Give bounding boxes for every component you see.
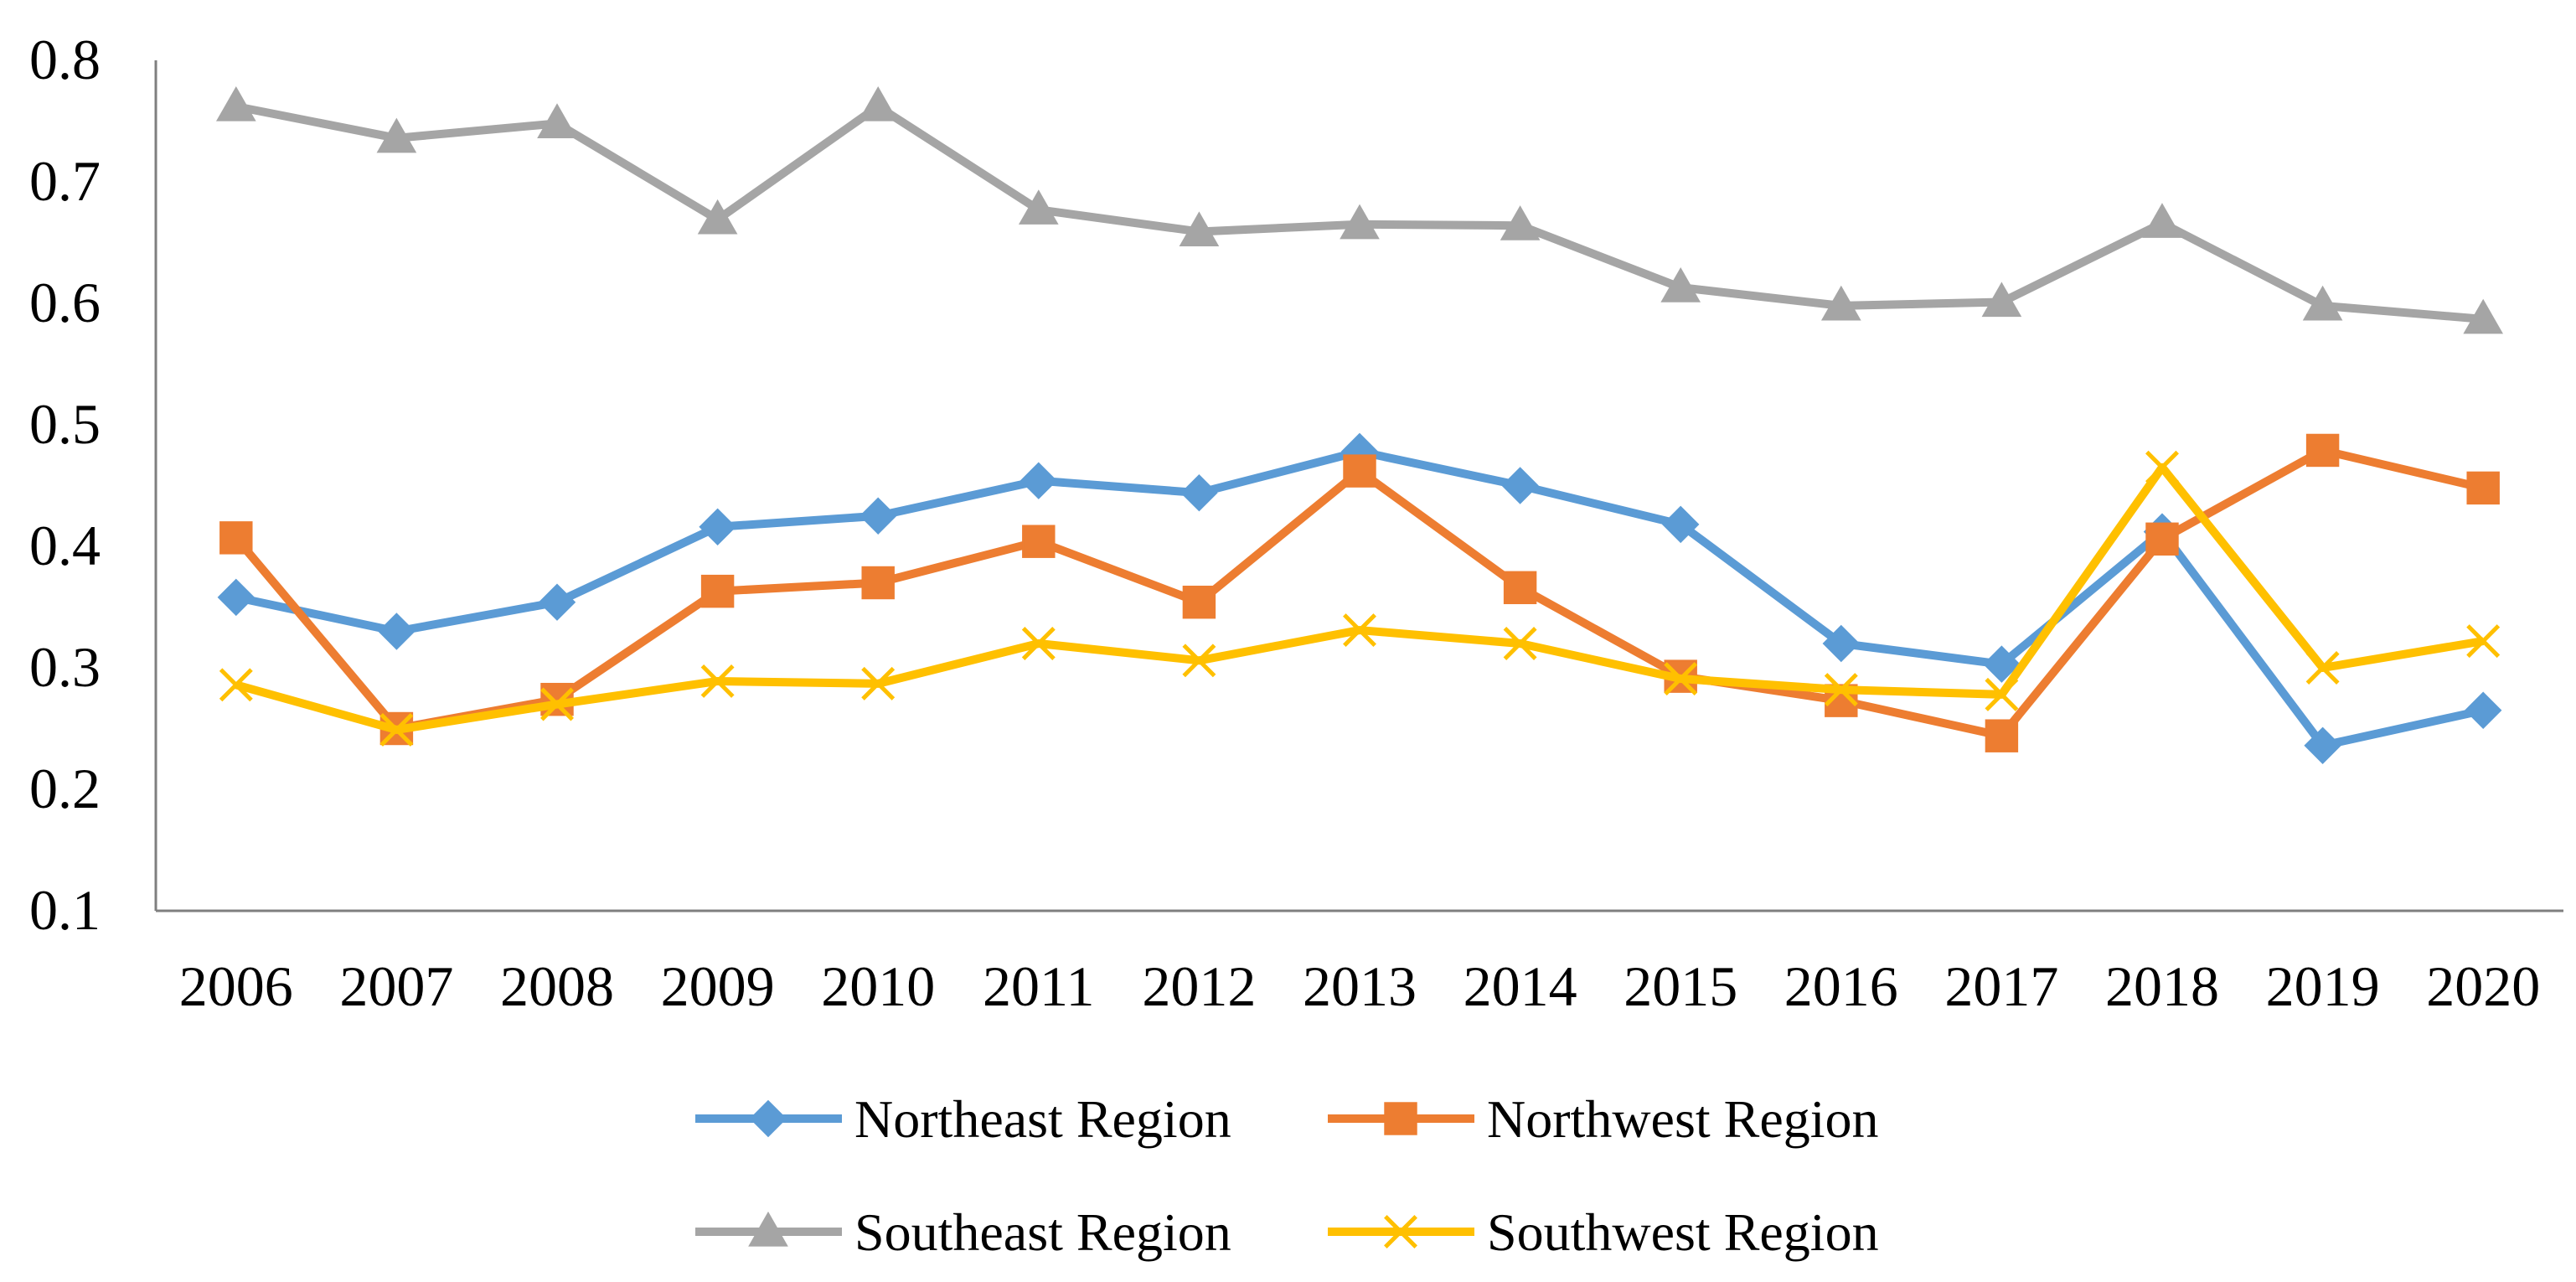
data-point — [540, 687, 574, 721]
y-tick-label: 0.3 — [29, 635, 101, 699]
legend-marker — [1384, 1215, 1417, 1248]
x-tick-label: 2011 — [983, 954, 1094, 1018]
data-point — [1661, 505, 1700, 544]
data-point — [1021, 627, 1056, 660]
series-southwest-region — [219, 450, 2501, 747]
data-point — [2145, 522, 2179, 556]
data-point — [537, 103, 577, 138]
data-point — [538, 583, 576, 621]
data-point — [215, 85, 256, 121]
data-point — [1503, 627, 1537, 660]
legend-marker — [1384, 1102, 1417, 1135]
legend-item: Southwest Region — [1328, 1202, 1879, 1262]
data-point — [217, 578, 256, 617]
data-point — [697, 199, 738, 235]
axes — [154, 60, 2563, 912]
x-tick-label: 2013 — [1303, 954, 1417, 1018]
data-point — [861, 666, 896, 700]
data-point — [1981, 282, 2022, 318]
legend-marker — [749, 1099, 787, 1138]
data-point — [861, 566, 895, 600]
x-tick-label: 2012 — [1142, 954, 1256, 1018]
data-point — [859, 497, 897, 535]
y-tick-label: 0.1 — [29, 878, 101, 942]
x-tick-label: 2019 — [2266, 954, 2380, 1018]
legend-label: Northeast Region — [854, 1089, 1231, 1149]
data-point — [1820, 285, 1861, 321]
data-point — [219, 668, 253, 702]
data-point — [1500, 205, 1541, 240]
data-point — [1182, 585, 1216, 619]
data-point — [1501, 467, 1539, 504]
data-point — [1660, 267, 1701, 302]
legend-label: Northwest Region — [1487, 1089, 1879, 1149]
data-point — [379, 712, 414, 747]
x-axis-ticks: 2006 2007 2008 2009 2010 2011 2012 2013 2014 2015… — [179, 954, 2540, 1018]
y-tick-label: 0.2 — [29, 757, 101, 820]
data-point — [2466, 471, 2500, 505]
legend-item: Southeast Region — [695, 1202, 1231, 1262]
series-northwest-region — [219, 433, 2500, 752]
data-point — [1343, 613, 1376, 648]
data-point — [1824, 673, 1858, 707]
data-point — [2466, 624, 2501, 659]
x-tick-label: 2006 — [179, 954, 293, 1018]
data-point — [1343, 454, 1376, 488]
legend: Northeast Region Northwest Region Southeas… — [695, 1089, 1879, 1262]
data-point — [376, 117, 417, 153]
data-point — [2142, 203, 2182, 238]
data-point — [1985, 719, 2019, 752]
data-point — [700, 574, 735, 608]
legend-label: Southeast Region — [854, 1202, 1231, 1262]
y-tick-label: 0.6 — [29, 271, 101, 334]
x-tick-label: 2015 — [1624, 954, 1737, 1018]
data-point — [2463, 298, 2504, 334]
data-point — [858, 85, 899, 121]
y-tick-label: 0.5 — [29, 392, 101, 456]
data-point — [2464, 691, 2502, 729]
data-point — [219, 521, 253, 555]
x-tick-label: 2016 — [1784, 954, 1898, 1018]
x-tick-label: 2014 — [1464, 954, 1577, 1018]
data-point — [1179, 211, 1220, 247]
series-layer — [215, 85, 2504, 765]
data-point — [1018, 189, 1059, 225]
data-point — [1983, 645, 2021, 683]
legend-item: Northeast Region — [695, 1089, 1231, 1149]
data-point — [699, 508, 736, 546]
legend-item: Northwest Region — [1328, 1089, 1879, 1149]
data-point — [700, 664, 735, 698]
x-tick-label: 2020 — [2426, 954, 2540, 1018]
data-point — [1022, 525, 1056, 558]
x-tick-label: 2008 — [500, 954, 614, 1018]
data-point — [2145, 450, 2179, 484]
x-tick-label: 2009 — [661, 954, 775, 1018]
series-southeast-region — [215, 85, 2504, 334]
data-point — [1020, 462, 1058, 499]
legend-label: Southwest Region — [1487, 1202, 1879, 1262]
data-point — [1180, 473, 1218, 512]
legend-marker — [748, 1211, 788, 1247]
x-tick-label: 2010 — [821, 954, 935, 1018]
data-point — [1340, 204, 1380, 240]
y-tick-label: 0.4 — [29, 514, 101, 577]
x-tick-label: 2018 — [2105, 954, 2219, 1018]
data-point — [1503, 571, 1537, 605]
x-tick-label: 2017 — [1944, 954, 2058, 1018]
y-tick-label: 0.8 — [29, 28, 101, 91]
y-tick-label: 0.7 — [29, 149, 101, 213]
data-point — [1664, 662, 1698, 696]
x-tick-label: 2007 — [339, 954, 453, 1018]
data-point — [2305, 433, 2340, 468]
data-point — [1985, 677, 2019, 711]
data-point — [1182, 644, 1216, 678]
data-point — [2305, 651, 2340, 685]
y-axis-ticks: 0.1 0.2 0.3 0.4 0.5 0.6 0.7 0.8 — [29, 28, 101, 942]
data-point — [2304, 726, 2341, 765]
data-point — [1822, 624, 1861, 663]
data-point — [378, 613, 416, 650]
data-point — [2302, 285, 2343, 321]
